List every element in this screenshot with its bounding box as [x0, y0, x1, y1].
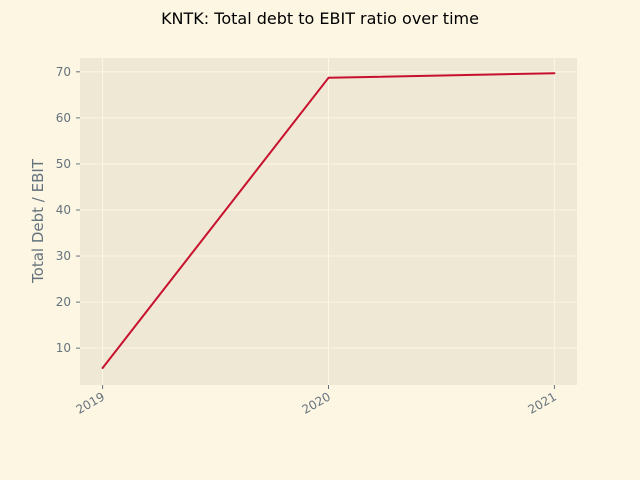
series-group: [101, 72, 556, 369]
y-tick-label: 40: [56, 203, 71, 217]
chart-title: KNTK: Total debt to EBIT ratio over time: [161, 9, 479, 28]
y-axis-ticks: 10 20 30 40 50 60 70: [56, 65, 80, 355]
y-tick-label: 50: [56, 157, 71, 171]
y-tick-label: 10: [56, 341, 71, 355]
y-tick-label: 60: [56, 111, 71, 125]
series-line: [101, 72, 556, 369]
y-tick-label: 70: [56, 65, 71, 79]
y-axis-label: Total Debt / EBIT: [29, 158, 47, 284]
y-tick-label: 30: [56, 249, 71, 263]
grid: [80, 58, 577, 385]
y-tick-label: 20: [56, 295, 71, 309]
